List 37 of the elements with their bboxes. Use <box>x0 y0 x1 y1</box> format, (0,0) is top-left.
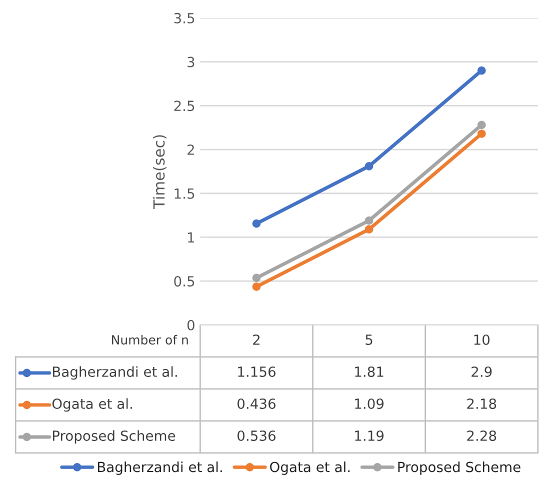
point <box>477 120 486 130</box>
data-label: 0.536 <box>238 430 276 441</box>
point <box>252 219 261 228</box>
x-tick-label: 2 <box>253 334 260 345</box>
text: Ogata et al. <box>270 461 350 475</box>
data-label: 1.81 <box>355 366 384 377</box>
x-axis-title: Number of n <box>112 334 188 345</box>
data-label: 1.09 <box>355 398 384 409</box>
point <box>364 216 374 225</box>
data-label: 2.9 <box>472 366 492 377</box>
point <box>252 274 261 282</box>
y-tick-label: 3 <box>188 56 194 68</box>
data-label: 1.19 <box>355 430 384 441</box>
y-tick-label: 2 <box>188 144 194 155</box>
legend-label: Bagherzandi et al. <box>52 366 177 380</box>
x-tick-label: 5 <box>366 334 372 345</box>
data-label: 2.18 <box>467 398 496 409</box>
point <box>364 225 374 234</box>
y-tick-label: 3.5 <box>174 12 194 24</box>
y-tick-label: 2.5 <box>174 100 194 112</box>
y-axis-title: Time(sec) <box>152 135 167 210</box>
y-tick-label: 0 <box>187 320 194 330</box>
data-label: 2.28 <box>467 430 496 441</box>
text: Proposed Scheme <box>398 461 520 475</box>
data-label: 1.156 <box>238 366 276 377</box>
point <box>477 130 486 138</box>
legend-label: Proposed Scheme <box>52 430 176 444</box>
point <box>364 162 374 170</box>
y-tick-label: 1 <box>188 232 194 243</box>
legend-label: Ogata et al. <box>52 398 132 412</box>
text: Bagherzandi et al. <box>98 461 222 475</box>
y-tick-label: 0.5 <box>174 276 194 287</box>
x-tick-label: 10 <box>474 334 490 345</box>
point <box>477 66 486 75</box>
y-tick-label: 1.5 <box>174 188 194 199</box>
point <box>252 282 261 291</box>
data-label: 0.436 <box>238 398 276 409</box>
